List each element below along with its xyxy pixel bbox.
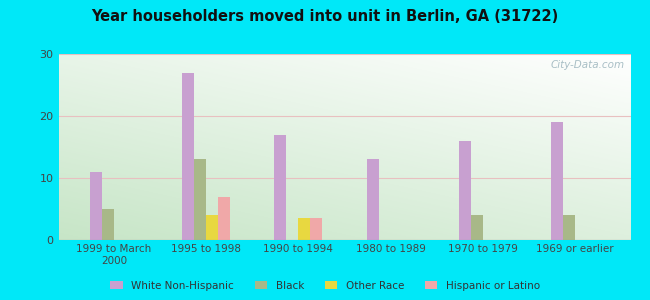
Bar: [551, 122, 563, 240]
Bar: [310, 218, 322, 240]
Bar: [298, 218, 310, 240]
Bar: [90, 172, 102, 240]
Bar: [102, 209, 114, 240]
Bar: [194, 159, 206, 240]
Bar: [218, 196, 230, 240]
Bar: [471, 215, 483, 240]
Bar: [182, 73, 194, 240]
Bar: [206, 215, 218, 240]
Text: City-Data.com: City-Data.com: [551, 60, 625, 70]
Bar: [367, 159, 379, 240]
Legend: White Non-Hispanic, Black, Other Race, Hispanic or Latino: White Non-Hispanic, Black, Other Race, H…: [106, 277, 544, 295]
Bar: [274, 135, 287, 240]
Text: Year householders moved into unit in Berlin, GA (31722): Year householders moved into unit in Ber…: [92, 9, 558, 24]
Bar: [563, 215, 575, 240]
Bar: [459, 141, 471, 240]
